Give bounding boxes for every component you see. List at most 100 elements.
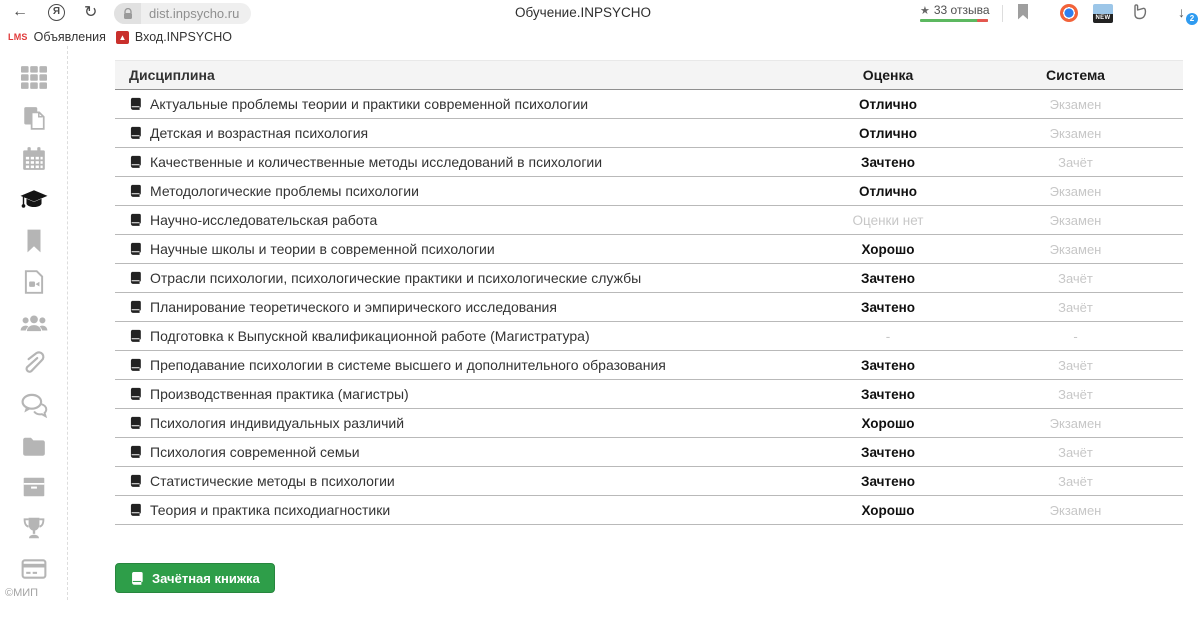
discipline-label: Статистические методы в психологии [150,473,395,489]
sidebar-item-credit-card[interactable] [20,556,48,582]
table-row[interactable]: Статистические методы в психологии Зачте… [115,467,1183,496]
table-row[interactable]: Преподавание психологии в системе высшег… [115,351,1183,380]
grade-cell: Хорошо [808,242,968,257]
address-bar[interactable]: dist.inpsycho.ru [114,3,251,24]
gradebook-button[interactable]: Зачётная книжка [115,563,275,593]
discipline-label: Планирование теоретического и эмпирическ… [150,299,557,315]
sidebar-item-users[interactable] [20,310,48,336]
discipline-label: Производственная практика (магистры) [150,386,409,402]
grade-cell: Хорошо [808,503,968,518]
grade-cell: Отлично [808,184,968,199]
system-cell: Экзамен [968,126,1183,141]
book-icon [129,242,143,256]
discipline-cell: Научные школы и теории в современной пси… [115,241,808,257]
discipline-label: Качественные и количественные методы исс… [150,154,602,170]
graduation-cap-icon [20,187,48,213]
bookmark-item-announcements[interactable]: LMS Объявления [8,30,106,44]
discipline-label: Научно-исследовательская работа [150,212,377,228]
sidebar-item-folder[interactable] [20,433,48,459]
system-cell: Зачёт [968,387,1183,402]
video-file-icon [20,269,48,295]
header-system: Система [968,67,1183,83]
system-cell: Зачёт [968,445,1183,460]
extension-color-circle-icon[interactable] [1060,4,1078,22]
sidebar-item-archive[interactable] [20,474,48,500]
main-content: Дисциплина Оценка Система Актуальные про… [68,46,1200,600]
book-icon [129,416,143,430]
table-row[interactable]: Планирование теоретического и эмпирическ… [115,293,1183,322]
grades-table: Дисциплина Оценка Система Актуальные про… [115,60,1183,525]
book-icon [129,155,143,169]
bookmark-icon [20,228,48,254]
sidebar-nav [0,46,68,600]
table-row[interactable]: Актуальные проблемы теории и практики со… [115,90,1183,119]
star-icon: ★ [920,4,930,17]
lock-icon [114,3,141,24]
table-row[interactable]: Методологические проблемы психологии Отл… [115,177,1183,206]
table-row[interactable]: Производственная практика (магистры) Зач… [115,380,1183,409]
refresh-icon[interactable]: ↻ [84,2,97,22]
bookmarks-bar: LMS Объявления ▲ Вход.INPSYCHO [0,28,1200,46]
book-icon [129,445,143,459]
table-row[interactable]: Научно-исследовательская работа Оценки н… [115,206,1183,235]
reviews-rating-bar [920,19,988,22]
sidebar-item-grid[interactable] [20,64,48,90]
bookmark-flag-icon[interactable] [1017,4,1029,25]
bookmark-label: Вход.INPSYCHO [135,30,232,44]
system-cell: Экзамен [968,503,1183,518]
discipline-cell: Научно-исследовательская работа [115,212,808,228]
back-icon[interactable]: ← [12,3,28,21]
discipline-cell: Детская и возрастная психология [115,125,808,141]
downloads-icon[interactable]: ↓ 2 [1178,4,1185,22]
sidebar-item-chat[interactable] [20,392,48,418]
sidebar-item-pages[interactable] [20,105,48,131]
table-row[interactable]: Детская и возрастная психология Отлично … [115,119,1183,148]
system-cell: Экзамен [968,416,1183,431]
table-row[interactable]: Научные школы и теории в современной пси… [115,235,1183,264]
table-row[interactable]: Подготовка к Выпускной квалификационной … [115,322,1183,351]
table-row[interactable]: Качественные и количественные методы исс… [115,148,1183,177]
browser-toolbar: ← Я ↻ dist.inpsycho.ru Обучение.INPSYCHO… [0,0,1200,28]
book-icon [129,474,143,488]
extension-new-icon[interactable]: NEW [1093,4,1113,23]
reviews-widget[interactable]: ★ 33 отзыва [920,3,990,22]
table-body: Актуальные проблемы теории и практики со… [115,90,1183,525]
toolbar-divider [1002,5,1003,22]
grade-cell: Зачтено [808,271,968,286]
system-cell: - [968,329,1183,344]
discipline-cell: Теория и практика психодиагностики [115,502,808,518]
sidebar-item-calendar[interactable] [20,146,48,172]
bookmark-item-login[interactable]: ▲ Вход.INPSYCHO [116,30,232,44]
table-row[interactable]: Теория и практика психодиагностики Хорош… [115,496,1183,525]
book-icon [129,126,143,140]
sidebar-item-paperclip[interactable] [20,351,48,377]
sidebar-item-bookmark[interactable] [20,228,48,254]
system-cell: Экзамен [968,213,1183,228]
table-row[interactable]: Психология индивидуальных различий Хорош… [115,409,1183,438]
system-cell: Зачёт [968,271,1183,286]
discipline-cell: Планирование теоретического и эмпирическ… [115,299,808,315]
gesture-hand-icon[interactable] [1130,3,1148,26]
table-row[interactable]: Психология современной семьи Зачтено Зач… [115,438,1183,467]
system-cell: Экзамен [968,97,1183,112]
sidebar-item-trophy[interactable] [20,515,48,541]
discipline-cell: Методологические проблемы психологии [115,183,808,199]
grid-icon [20,64,48,90]
discipline-cell: Психология современной семьи [115,444,808,460]
sidebar-item-graduation-cap[interactable] [20,187,48,213]
grade-cell: Зачтено [808,445,968,460]
system-cell: Зачёт [968,474,1183,489]
downloads-badge: 2 [1186,13,1198,25]
sidebar-item-video-file[interactable] [20,269,48,295]
system-cell: Экзамен [968,184,1183,199]
system-cell: Зачёт [968,300,1183,315]
mip-favicon: ▲ [116,31,129,44]
discipline-cell: Преподавание психологии в системе высшег… [115,357,808,373]
table-row[interactable]: Отрасли психологии, психологические прак… [115,264,1183,293]
lms-favicon: LMS [8,32,28,42]
discipline-label: Теория и практика психодиагностики [150,502,390,518]
discipline-cell: Производственная практика (магистры) [115,386,808,402]
yandex-browser-icon[interactable]: Я [48,4,65,21]
discipline-label: Методологические проблемы психологии [150,183,419,199]
users-icon [20,310,48,336]
